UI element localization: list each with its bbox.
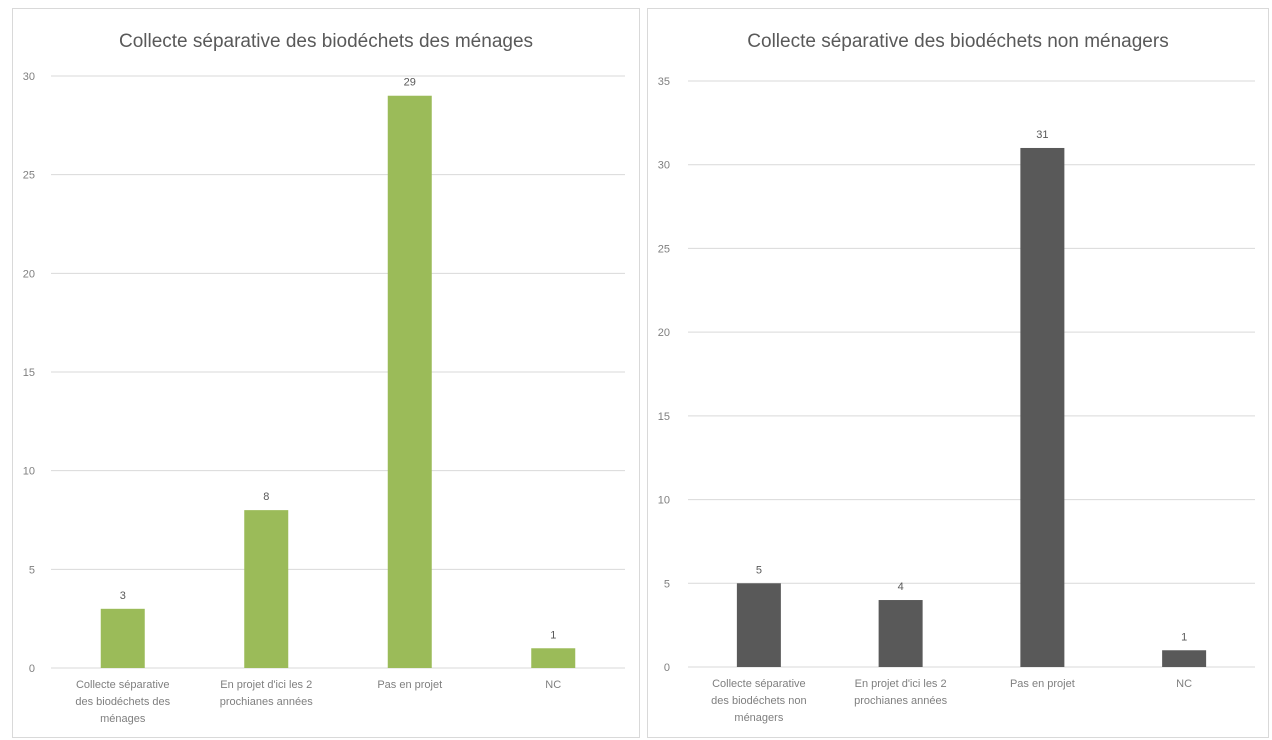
category-label: Pas en projet [1010,678,1075,690]
category-label: NC [1176,678,1192,690]
y-tick-label: 20 [23,268,35,280]
category-label: Pas en projet [377,679,442,691]
y-tick-label: 30 [23,71,35,83]
bar [878,600,923,667]
bar [387,95,432,668]
y-tick-label: 20 [658,327,670,339]
y-tick-label: 25 [658,243,670,255]
bar-chart-households: 0 5 10 15 20 25 30 3 Collecte séparative des biod… [23,71,625,725]
data-label: 5 [756,564,762,576]
data-label: 1 [550,629,556,641]
category-label: ménages [100,713,146,725]
y-tick-label: 10 [23,466,35,478]
chart-title: Collecte séparative des biodéchets non m… [747,31,1169,52]
category-label: ménagers [734,712,783,724]
chart-title: Collecte séparative des biodéchets des m… [118,31,534,52]
data-label: 31 [1036,129,1048,141]
data-label: 3 [120,590,126,602]
data-label: 4 [898,581,904,593]
y-tick-label: 15 [658,411,670,423]
y-tick-label: 35 [658,76,670,88]
bar [100,608,145,668]
y-tick-label: 25 [23,170,35,182]
category-label: En projet d'ici les 2 [220,679,312,691]
chart-panel-non-households: Collecte séparative des biodéchets non m… [647,8,1269,738]
chart-panel-households: Collecte séparative des biodéchets des m… [12,8,640,738]
category-label: des biodéchets des [75,696,170,708]
y-tick-label: 5 [664,578,670,590]
bar [244,510,289,668]
y-tick-label: 10 [658,495,670,507]
data-label: 8 [263,491,269,503]
bar-chart-non-households: 0 5 10 15 20 25 30 35 5 Collecte séparative des bi… [658,76,1255,724]
bar [736,583,781,667]
y-tick-label: 15 [23,367,35,379]
category-label: prochianes années [220,696,313,708]
y-tick-label: 0 [664,662,670,674]
bar [1020,147,1065,667]
category-label: Collecte séparative [712,678,806,690]
bar [1162,650,1207,667]
y-tick-label: 5 [29,564,35,576]
y-tick-label: 30 [658,160,670,172]
category-label: des biodéchets non [711,695,806,707]
category-label: En projet d'ici les 2 [855,678,947,690]
data-label: 29 [404,77,416,89]
bar [531,648,576,668]
category-label: prochianes années [854,695,947,707]
category-label: NC [545,679,561,691]
category-label: Collecte séparative [76,679,170,691]
y-tick-label: 0 [29,663,35,675]
data-label: 1 [1181,631,1187,643]
